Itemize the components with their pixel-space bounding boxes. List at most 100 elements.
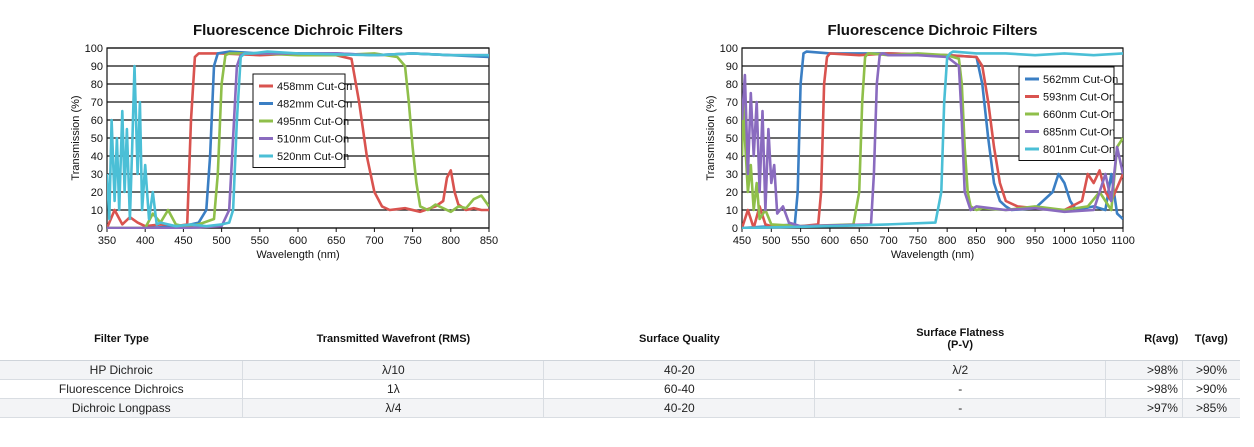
series-line-5 [107,50,489,228]
cell-flatness: - [814,379,1107,399]
cell-surface-quality: 40-20 [543,398,816,418]
y-axis-label: Transmission (%) [70,95,82,180]
x-tick-label: 800 [938,235,956,247]
x-tick-label: 650 [327,235,345,247]
y-tick-label: 80 [91,79,103,91]
y-tick-label: 90 [91,61,103,73]
y-tick-label: 40 [726,151,738,163]
x-tick-label: 550 [791,235,809,247]
header-flatness-line2: (P-V) [947,339,974,351]
legend-label: 482mm Cut-On [277,99,352,111]
header-filter-type: Filter Type [0,318,243,361]
x-tick-label: 550 [251,235,269,247]
y-tick-label: 60 [91,115,103,127]
legend-label: 495nm Cut-On [277,116,349,128]
y-tick-label: 10 [91,205,103,217]
y-tick-label: 40 [91,151,103,163]
chart-right: Fluorescence Dichroic Filters 0 10 20 30 40 50… [627,0,1254,290]
y-tick-label: 30 [91,169,103,181]
y-tick-label: 50 [726,133,738,145]
legend-label: 593nm Cut-On [1043,92,1115,104]
header-ravg: R(avg) [1105,318,1183,361]
chart-svg: Fluorescence Dichroic Filters 0 10 20 30 40 50… [70,22,498,261]
y-tick-label: 50 [91,133,103,145]
chart-title: Fluorescence Dichroic Filters [193,22,403,39]
spec-table: Filter Type Transmitted Wavefront (RMS) … [0,318,1240,418]
cell-filter-type: Dichroic Longpass [0,398,244,418]
x-tick-label: 450 [174,235,192,247]
x-tick-label: 700 [365,235,383,247]
x-tick-label: 350 [98,235,116,247]
x-axis-label: Wavelength (nm) [891,249,974,261]
y-tick-label: 100 [720,43,738,55]
y-tick-label: 10 [726,205,738,217]
header-surface-quality: Surface Quality [543,318,815,361]
cell-tavg: >90% [1182,360,1240,380]
y-tick-label: 30 [726,169,738,181]
x-tick-label: 900 [997,235,1015,247]
y-tick-label: 70 [91,97,103,109]
legend-label: 801nm Cut-On [1043,144,1115,156]
cell-tavg: >90% [1182,379,1240,399]
x-tick-label: 600 [289,235,307,247]
cell-filter-type: HP Dichroic [0,360,244,380]
series-line-1 [107,52,489,229]
cell-flatness: - [814,398,1107,418]
y-tick-label: 100 [85,43,103,55]
x-tick-label: 1050 [1081,235,1105,247]
cell-ravg: >97% [1105,398,1183,418]
x-tick-label: 500 [212,235,230,247]
header-tavg: T(avg) [1182,318,1240,361]
cell-surface-quality: 40-20 [543,360,816,380]
plot-frame [106,47,490,229]
y-axis-label: Transmission (%) [705,95,717,180]
y-tick-label: 70 [726,97,738,109]
x-tick-label: 400 [136,235,154,247]
cell-wavefront: λ/10 [242,360,545,380]
x-tick-label: 850 [967,235,985,247]
y-tick-label: 60 [726,115,738,127]
y-tick-label: 20 [726,187,738,199]
cell-ravg: >98% [1105,379,1183,399]
x-tick-label: 500 [762,235,780,247]
x-axis-label: Wavelength (nm) [256,249,339,261]
y-tick-label: 90 [726,61,738,73]
y-tick-label: 80 [726,79,738,91]
legend-label: 685nm Cut-On [1043,127,1115,139]
series-line-4 [742,52,1123,228]
cell-tavg: >85% [1182,398,1240,418]
table-row: HP Dichroic λ/10 40-20 λ/2 >98% >90% [0,360,1240,380]
chart-title: Fluorescence Dichroic Filters [827,22,1037,39]
x-tick-label: 750 [909,235,927,247]
table-header-row: Filter Type Transmitted Wavefront (RMS) … [0,318,1240,361]
cell-wavefront: λ/4 [242,398,545,418]
x-tick-label: 850 [480,235,498,247]
cell-flatness: λ/2 [814,360,1107,380]
chart-svg: Fluorescence Dichroic Filters 0 10 20 30 40 50… [705,22,1135,261]
header-surface-flatness: Surface Flatness (P-V) [814,318,1106,361]
chart-left: Fluorescence Dichroic Filters 0 10 20 30 40 50… [0,0,627,290]
x-tick-label: 650 [850,235,868,247]
y-tick-label: 20 [91,187,103,199]
legend-label: 458mm Cut-On [277,81,352,93]
legend-label: 510nm Cut-On [277,134,349,146]
series-line-1 [742,50,1123,229]
series-line-5 [742,50,1123,229]
cell-wavefront: 1λ [242,379,545,399]
legend-label: 520nm Cut-On [277,151,349,163]
cell-surface-quality: 60-40 [543,379,816,399]
table-row: Dichroic Longpass λ/4 40-20 - >97% >85% [0,398,1240,418]
cell-ravg: >98% [1105,360,1183,380]
x-tick-label: 950 [1026,235,1044,247]
legend-label: 562mm Cut-On [1043,74,1118,86]
cell-filter-type: Fluorescence Dichroics [0,379,244,399]
header-flatness-line1: Surface Flatness [916,327,1005,339]
x-tick-label: 450 [733,235,751,247]
x-tick-label: 1100 [1111,235,1135,247]
y-tick-label: 0 [97,223,103,235]
x-tick-label: 800 [442,235,460,247]
y-tick-label: 0 [732,223,738,235]
x-tick-label: 1000 [1052,235,1076,247]
table-row: Fluorescence Dichroics 1λ 60-40 - >98% >… [0,379,1240,399]
header-wavefront: Transmitted Wavefront (RMS) [242,318,544,361]
